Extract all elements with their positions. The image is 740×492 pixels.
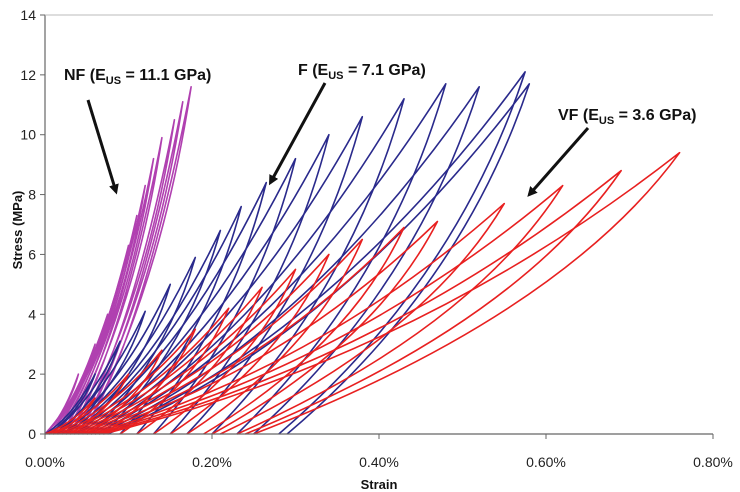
loop-0-8 (69, 136, 163, 435)
y-tick-label: 6 (28, 246, 36, 262)
loop-1-11 (90, 98, 405, 435)
loop-0-10 (77, 100, 184, 435)
annotation-arrow-0 (86, 99, 119, 195)
loop-0-11 (81, 86, 192, 435)
x-tick-label: 0.20% (192, 454, 232, 470)
loop-0-5 (56, 214, 138, 435)
series-layer (44, 71, 681, 435)
loop-1-13 (98, 86, 480, 435)
loop-2-10 (86, 220, 439, 435)
annotation-nf-sub: US (106, 75, 121, 87)
annotation-arrow-1 (269, 82, 327, 186)
y-tick-label: 14 (20, 7, 36, 23)
x-tick-label: 0.40% (359, 454, 399, 470)
annotation-nf-tail: = 11.1 GPa) (121, 67, 211, 84)
y-tick-label: 2 (28, 366, 36, 382)
loop-2-7 (73, 253, 330, 435)
x-tick-label: 0.00% (25, 454, 65, 470)
loop-0-6 (61, 184, 146, 435)
annotation-vf-main: VF (E (558, 107, 599, 124)
y-axis-title: Stress (MPa) (10, 191, 25, 270)
loop-1-10 (86, 115, 364, 435)
y-tick-label: 8 (28, 187, 36, 203)
x-axis-title: Strain (361, 477, 398, 492)
loop-2-5 (65, 286, 263, 435)
annotation-f: F (EUS = 7.1 GPa) (298, 62, 426, 82)
loop-0-7 (65, 157, 155, 435)
loop-0-2 (44, 313, 109, 435)
loop-2-3 (57, 328, 197, 435)
annotation-vf-sub: US (599, 115, 614, 127)
annotation-vf-tail: = 3.6 GPa) (614, 107, 696, 124)
series-0 (44, 86, 192, 435)
y-tick-label: 0 (28, 426, 36, 442)
loop-1-12 (94, 83, 447, 435)
annotation-f-main: F (E (298, 62, 329, 79)
loop-2-12 (94, 184, 564, 435)
y-tick-label: 12 (20, 67, 36, 83)
annotation-layer: NF (EUS = 11.1 GPa) F (EUS = 7.1 GPa) VF… (64, 62, 696, 197)
loop-2-14 (103, 151, 681, 435)
annotation-nf: NF (EUS = 11.1 GPa) (64, 67, 211, 87)
series-2 (44, 151, 681, 435)
loop-1-7 (73, 181, 268, 435)
loop-2-4 (61, 307, 230, 435)
loop-1-2 (52, 310, 146, 435)
y-tick-label: 4 (28, 306, 36, 322)
loop-1-14 (103, 71, 526, 435)
loop-2-9 (82, 226, 405, 435)
series-1 (44, 71, 531, 435)
loop-1-9 (82, 133, 330, 435)
loop-1-8 (77, 157, 297, 435)
x-tick-label: 0.60% (526, 454, 566, 470)
annotation-f-tail: = 7.1 GPa) (344, 62, 426, 79)
loop-2-6 (69, 268, 297, 435)
loop-0-4 (52, 244, 130, 435)
annotation-vf: VF (EUS = 3.6 GPa) (558, 107, 696, 127)
annotation-nf-main: NF (E (64, 67, 106, 84)
y-tick-group: 0 2 4 6 8 10 12 14 (20, 7, 45, 442)
annotation-arrow-2 (527, 127, 590, 197)
x-tick-label: 0.80% (693, 454, 733, 470)
y-tick-label: 10 (20, 127, 36, 143)
loop-2-13 (99, 169, 622, 435)
annotation-f-sub: US (328, 70, 343, 82)
loop-1-0 (44, 373, 96, 435)
loop-2-8 (78, 238, 364, 435)
loop-2-11 (90, 202, 506, 435)
x-tick-group: 0.00% 0.20% 0.40% 0.60% 0.80% (25, 434, 733, 470)
